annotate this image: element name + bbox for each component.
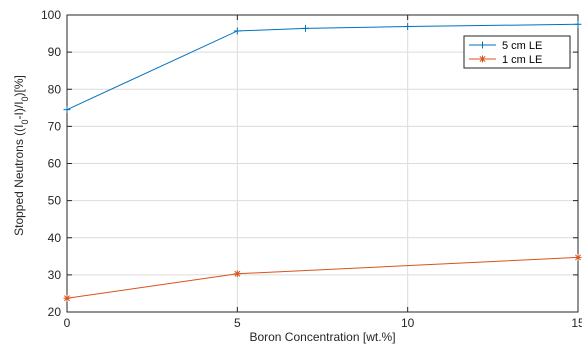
y-tick-label: 100 [41,8,61,22]
data-point [574,20,582,28]
grid [66,14,579,313]
y-tick-label: 70 [48,119,62,133]
x-tick-label: 15 [571,316,582,330]
y-tick-label: 20 [48,305,62,319]
y-axis-label-part: -I)/I [12,101,26,119]
x-tick-label: 0 [64,316,71,330]
x-tick-label: 5 [234,316,241,330]
data-point [404,23,412,31]
data-point [301,24,309,32]
y-tick-label: 40 [48,231,62,245]
legend-label: 5 cm LE [502,40,542,52]
series-2 [63,253,582,302]
y-axis-ticks: 20 30 40 50 60 70 80 90 100 [41,8,578,319]
x-axis-label: Boron Concentration [wt.%] [249,330,395,344]
legend-box [463,35,571,69]
data-point [233,27,241,35]
y-tick-label: 80 [48,82,62,96]
series-1 [63,20,582,114]
legend-entry: 1 cm LE [469,54,542,66]
data-point [63,294,71,302]
y-axis-label-subscript: 0 [20,119,30,124]
data-point [63,106,71,114]
x-tick-label: 10 [401,316,415,330]
legend-entry: 5 cm LE [469,40,542,52]
series-layer [63,20,582,302]
y-axis-label-part: )[%] [12,75,26,96]
y-tick-label: 90 [48,45,62,59]
y-tick-label: 50 [48,194,62,208]
legend-marker [479,55,486,63]
y-axis-label-part: Stopped Neutrons ((I [12,124,26,235]
data-point [233,270,241,278]
y-axis-label-subscript: 0 [20,96,30,101]
legend-label: 1 cm LE [502,54,542,66]
legend: 5 cm LE 1 cm LE [463,35,571,69]
y-axis-label: Stopped Neutrons ((I0-I)/I0)[%] [12,75,30,236]
legend-marker [479,41,486,49]
x-axis-ticks: 0 5 10 15 [64,15,582,330]
y-tick-label: 30 [48,268,62,282]
data-point [574,253,582,261]
y-tick-label: 60 [48,157,62,171]
